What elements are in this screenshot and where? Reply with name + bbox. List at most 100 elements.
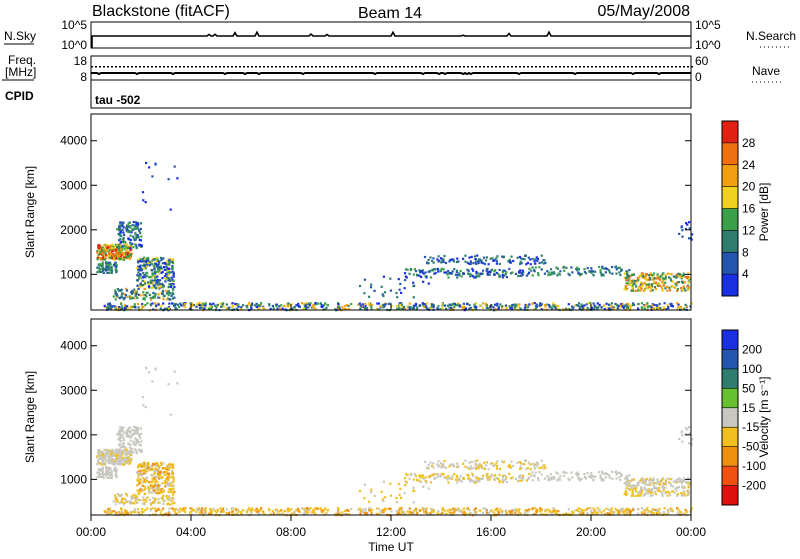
power-cell — [601, 267, 604, 270]
velocity-cell — [482, 507, 485, 510]
power-cell — [475, 272, 478, 275]
power-cell — [497, 306, 501, 309]
nave-dot — [327, 66, 329, 68]
velocity-cell — [125, 431, 128, 434]
velocity-cell — [604, 476, 607, 479]
velocity-cell — [153, 484, 156, 487]
power-cell — [165, 265, 168, 268]
velocity-cell — [110, 476, 113, 479]
velocity-cell — [427, 463, 430, 466]
power-cell — [255, 302, 258, 305]
velocity-cell — [157, 485, 160, 488]
power-cell — [458, 272, 461, 275]
velocity-cell — [588, 475, 591, 478]
power-cell — [540, 261, 543, 264]
velocity-cell — [118, 501, 121, 504]
velocity-cell — [138, 490, 141, 494]
velocity-cell — [161, 467, 164, 470]
power-cell — [446, 273, 449, 276]
velocity-cell — [571, 510, 574, 513]
power-cell — [125, 246, 128, 249]
power-cell — [170, 294, 173, 297]
power-cell — [387, 302, 390, 305]
nave-dot — [639, 66, 641, 68]
velocity-cell — [235, 509, 238, 512]
velocity-cell — [182, 509, 185, 512]
velocity-cell — [158, 501, 161, 504]
power-cell — [564, 307, 568, 310]
power-cell — [637, 302, 640, 306]
velocity-cell — [452, 465, 455, 468]
power-cell — [475, 275, 478, 278]
velocity-cell — [168, 503, 171, 506]
power-cell — [626, 305, 629, 309]
power-cell — [132, 246, 135, 249]
velocity-cell — [521, 474, 524, 477]
power-cell — [592, 302, 595, 305]
power-cell — [139, 264, 142, 267]
freq-right-tick-top: 60 — [695, 54, 709, 68]
velocity-cell — [633, 487, 637, 491]
power-cell — [146, 259, 149, 262]
power-cell — [458, 274, 461, 277]
velocity-cell — [163, 473, 166, 476]
nave-dot — [351, 66, 353, 68]
velocity-cell — [683, 492, 686, 495]
power-cell — [171, 266, 174, 269]
power-cell — [113, 256, 116, 259]
power-cell — [627, 279, 630, 282]
velocity-cell — [652, 479, 655, 482]
nsky-left-tick-bottom: 10^0 — [61, 38, 87, 52]
power-cell — [136, 227, 139, 230]
power-cell — [664, 276, 667, 279]
power-cell — [106, 255, 110, 258]
velocity-cell — [432, 462, 435, 465]
velocity-cell — [436, 473, 439, 476]
power-scatter — [96, 161, 694, 312]
power-cell — [138, 258, 141, 261]
power-cell — [482, 302, 485, 305]
nave-dot — [539, 66, 541, 68]
velocity-cell — [369, 491, 373, 494]
velocity-cell — [170, 472, 173, 475]
cpid-label: CPID — [5, 89, 34, 103]
velocity-cell — [610, 507, 613, 510]
velocity-cell — [680, 485, 683, 488]
power-cell — [165, 289, 168, 292]
power-cell — [484, 259, 488, 262]
power-cell — [200, 304, 203, 307]
power-cell — [97, 263, 100, 266]
power-cell — [96, 250, 99, 253]
velocity-cell — [129, 510, 133, 513]
velocity-cell — [149, 466, 152, 469]
velocity-cell — [404, 480, 407, 483]
velocity-cell — [557, 477, 560, 480]
power-cell — [160, 304, 163, 307]
power-cell — [628, 277, 631, 280]
velocity-cell — [643, 486, 646, 489]
power-cell — [495, 262, 498, 265]
power-cell — [481, 306, 484, 309]
power-cell — [649, 278, 652, 281]
power-cell — [527, 256, 530, 259]
velocity-cell — [171, 496, 174, 499]
power-cell — [519, 262, 522, 265]
velocity-cell — [124, 499, 127, 502]
velocity-cell — [399, 508, 402, 511]
nave-dot — [147, 66, 149, 68]
power-cell — [533, 270, 536, 273]
velocity-cell — [168, 466, 171, 470]
power-cell — [188, 307, 192, 310]
velocity-cell — [293, 513, 296, 516]
power-cell — [677, 281, 680, 284]
power-cell — [633, 282, 637, 286]
velocity-cell — [403, 477, 407, 480]
velocity-cell — [661, 492, 664, 495]
power-cell — [421, 304, 424, 307]
power-cell — [489, 257, 492, 260]
power-cell — [680, 280, 683, 283]
power-cell — [467, 272, 470, 275]
power-cell — [120, 234, 123, 237]
velocity-cell — [140, 465, 143, 468]
velocity-cell — [434, 473, 437, 476]
